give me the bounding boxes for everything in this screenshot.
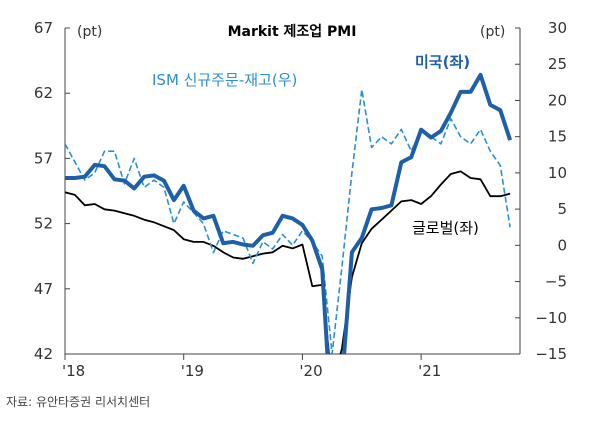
right-axis-unit: (pt) <box>480 24 505 40</box>
chart-title: Markit 제조업 PMI <box>228 24 357 40</box>
x-tick-label: '20 <box>299 362 322 380</box>
left-tick-label: 57 <box>34 149 53 167</box>
right-axis-ticks: −15 −10 −5 0 5 10 15 20 25 30 <box>515 19 567 363</box>
series-label-ism: ISM 신규주문-재고(우) <box>152 71 297 89</box>
right-tick-label: −10 <box>535 309 567 327</box>
source-note: 자료: 유안타증권 리서치센터 <box>6 395 151 409</box>
x-axis-ticks: '18 '19 '20 '21 <box>62 354 441 380</box>
left-tick-label: 67 <box>34 19 53 37</box>
left-tick-label: 62 <box>34 84 53 102</box>
left-axis-ticks: 42 47 52 57 62 67 <box>34 19 70 363</box>
x-tick-label: '19 <box>181 362 204 380</box>
x-tick-label: '18 <box>62 362 85 380</box>
right-tick-label: −5 <box>545 273 567 291</box>
series-line-us <box>65 72 513 354</box>
right-tick-label: 30 <box>548 19 567 37</box>
right-tick-label: −15 <box>535 345 567 363</box>
series-line-ism <box>65 88 511 354</box>
right-tick-label: 5 <box>557 200 567 218</box>
series-line-global <box>65 170 511 354</box>
right-tick-label: 0 <box>557 236 567 254</box>
left-tick-label: 52 <box>34 215 53 233</box>
left-axis-unit: (pt) <box>77 24 102 40</box>
series-label-us: 미국(좌) <box>415 53 470 71</box>
series-lines <box>65 72 513 354</box>
axes <box>64 28 521 355</box>
x-tick-label: '21 <box>418 362 441 380</box>
right-tick-label: 20 <box>548 91 567 109</box>
left-tick-label: 42 <box>34 345 53 363</box>
series-label-global: 글로벌(좌) <box>412 219 479 237</box>
right-tick-label: 15 <box>548 128 567 146</box>
right-tick-label: 25 <box>548 55 567 73</box>
right-tick-label: 10 <box>548 164 567 182</box>
left-tick-label: 47 <box>34 280 53 298</box>
